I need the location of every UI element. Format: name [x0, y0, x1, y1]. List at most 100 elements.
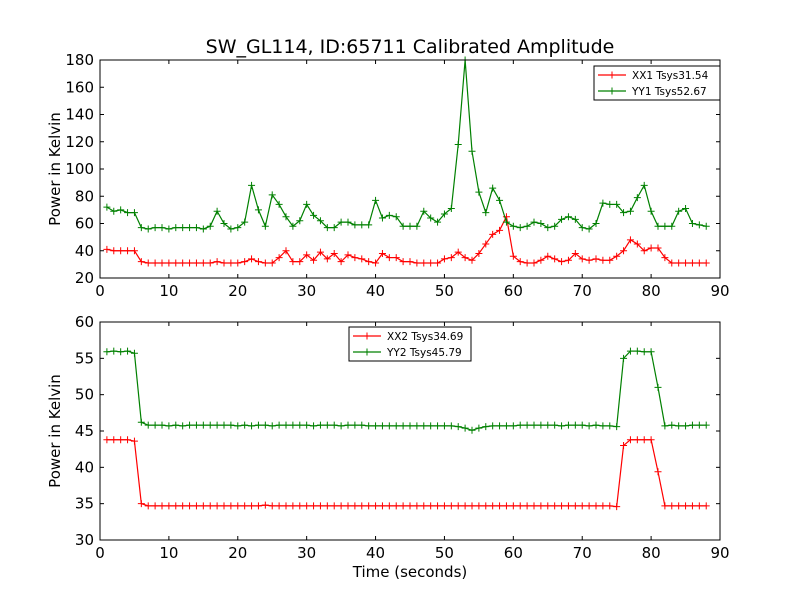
- x-tick-label: 60: [504, 544, 523, 562]
- data-point: [461, 424, 469, 432]
- data-point: [117, 436, 125, 444]
- data-point: [482, 209, 490, 217]
- data-point: [365, 502, 373, 510]
- x-tick-label: 70: [573, 544, 592, 562]
- data-point: [206, 259, 214, 267]
- data-point: [378, 422, 386, 430]
- data-point: [620, 354, 628, 362]
- data-point: [261, 259, 269, 267]
- data-point: [530, 259, 538, 267]
- y-tick-label: 55: [75, 349, 94, 367]
- data-point: [275, 200, 283, 208]
- data-point: [199, 502, 207, 510]
- data-point: [130, 209, 138, 217]
- data-point: [654, 244, 662, 252]
- data-point: [578, 502, 586, 510]
- data-point: [427, 502, 435, 510]
- data-point: [626, 347, 634, 355]
- data-point: [482, 240, 490, 248]
- data-point: [558, 215, 566, 223]
- data-point: [420, 422, 428, 430]
- data-point: [213, 258, 221, 266]
- y-tick-label: 100: [65, 160, 94, 178]
- data-point: [206, 502, 214, 510]
- data-point: [110, 207, 118, 215]
- data-point: [661, 422, 669, 430]
- data-point: [103, 436, 111, 444]
- x-tick-label: 30: [297, 282, 316, 300]
- data-point: [447, 205, 455, 213]
- data-point: [124, 436, 132, 444]
- x-tick-label: 40: [366, 544, 385, 562]
- data-point: [516, 258, 524, 266]
- data-point: [268, 259, 276, 267]
- data-point: [461, 502, 469, 510]
- x-tick-label: 70: [573, 282, 592, 300]
- data-point: [489, 184, 497, 192]
- data-point: [688, 421, 696, 429]
- data-point: [254, 206, 262, 214]
- data-point: [558, 258, 566, 266]
- x-tick-label: 0: [95, 544, 105, 562]
- x-tick-label: 80: [642, 544, 661, 562]
- data-point: [358, 421, 366, 429]
- data-point: [537, 502, 545, 510]
- y-axis-label: Power in Kelvin: [46, 112, 64, 226]
- data-point: [640, 348, 648, 356]
- data-point: [585, 225, 593, 233]
- data-point: [558, 422, 566, 430]
- data-point: [172, 259, 180, 267]
- data-point: [316, 421, 324, 429]
- data-point: [592, 255, 600, 263]
- data-point: [192, 421, 200, 429]
- data-point: [537, 220, 545, 227]
- data-point: [544, 421, 552, 429]
- data-point: [268, 422, 276, 430]
- data-point: [544, 252, 552, 260]
- data-point: [158, 259, 166, 267]
- data-point: [110, 247, 118, 255]
- data-point: [261, 501, 269, 509]
- data-point: [172, 224, 180, 232]
- data-point: [323, 502, 331, 510]
- data-point: [420, 207, 428, 215]
- data-point: [406, 222, 414, 230]
- data-point: [199, 259, 207, 267]
- data-point: [682, 259, 690, 267]
- data-point: [199, 421, 207, 429]
- data-point: [702, 259, 710, 267]
- data-point: [365, 422, 373, 430]
- legend-label: YY1 Tsys52.67: [631, 86, 707, 98]
- x-tick-label: 20: [228, 544, 247, 562]
- data-point: [496, 226, 504, 234]
- data-point: [227, 225, 235, 233]
- data-point: [296, 421, 304, 429]
- data-point: [702, 421, 710, 429]
- data-point: [564, 256, 572, 264]
- data-point: [165, 225, 173, 233]
- data-point: [496, 196, 504, 204]
- data-point: [613, 503, 621, 511]
- legend-box: [593, 65, 721, 101]
- data-point: [351, 221, 359, 229]
- data-point: [165, 259, 173, 267]
- data-point: [310, 256, 318, 264]
- data-point: [351, 254, 359, 262]
- data-point: [241, 218, 249, 226]
- data-point: [234, 422, 242, 430]
- data-point: [213, 421, 221, 429]
- data-point: [137, 418, 145, 426]
- data-point: [551, 502, 559, 510]
- data-point: [220, 259, 228, 267]
- data-point: [179, 422, 187, 430]
- data-point: [234, 224, 242, 232]
- data-point: [509, 502, 517, 510]
- data-point: [523, 421, 531, 429]
- data-point: [289, 222, 297, 230]
- data-point: [158, 421, 166, 429]
- data-point: [647, 436, 655, 444]
- data-point: [440, 422, 448, 430]
- data-point: [461, 254, 469, 262]
- data-point: [599, 422, 607, 430]
